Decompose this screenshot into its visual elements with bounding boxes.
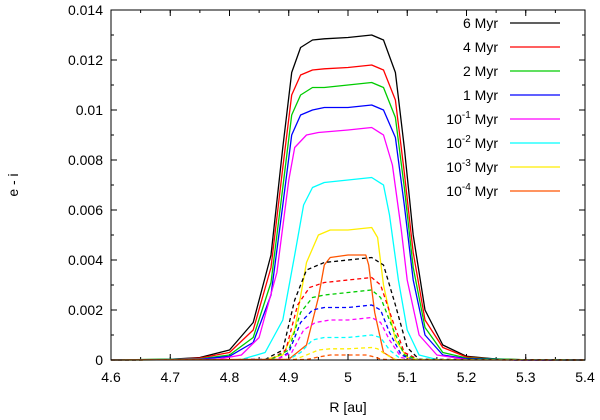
legend-label: 10-3 Myr <box>446 158 498 175</box>
x-tick-label: 5.4 <box>575 369 595 385</box>
series-line <box>110 226 586 361</box>
y-tick-label: 0.014 <box>68 2 103 18</box>
legend-label: 6 Myr <box>463 15 498 31</box>
x-axis-title: R [au] <box>329 399 366 415</box>
series-line <box>110 81 586 361</box>
y-tick-label: 0.012 <box>68 52 103 68</box>
series-line <box>110 176 586 361</box>
x-tick-label: 4.7 <box>161 369 181 385</box>
series-line <box>110 289 586 361</box>
legend-label: 2 Myr <box>463 63 498 79</box>
y-tick-label: 0.004 <box>68 252 103 268</box>
y-axis-title: e - i <box>5 173 21 196</box>
series-line <box>110 64 586 361</box>
tick-labels: 4.6 4.7 4.8 4.9 5 5.1 5.2 5.3 5.4 0 0.002 0.004 0.00… <box>68 2 595 385</box>
x-tick-label: 4.9 <box>279 369 299 385</box>
plot-frame <box>110 9 586 361</box>
legend-label: 10-2 Myr <box>446 134 498 151</box>
x-tick-label: 5 <box>344 369 352 385</box>
legend-label: 4 Myr <box>463 39 498 55</box>
series-line <box>110 354 586 361</box>
x-tick-label: 5.2 <box>457 369 477 385</box>
y-tick-label: 0.008 <box>68 152 103 168</box>
series-line <box>110 316 586 361</box>
legend-label: 10-4 Myr <box>446 182 498 199</box>
series-line <box>110 346 586 361</box>
series-line <box>110 256 586 361</box>
y-tick-label: 0.002 <box>68 302 103 318</box>
series-line <box>110 276 586 361</box>
legend-label: 10-1 Myr <box>446 110 498 127</box>
series-line <box>110 104 585 361</box>
legend-label: 1 Myr <box>463 87 498 103</box>
series-line <box>110 254 586 361</box>
series-line <box>110 34 586 361</box>
y-tick-label: 0.006 <box>68 202 103 218</box>
y-tick-label: 0.01 <box>76 102 103 118</box>
x-tick-label: 5.1 <box>398 369 418 385</box>
legend: 6 Myr 4 Myr 2 Myr 1 Myr 10-1 Myr 10-2 Myr 10-3… <box>446 15 560 199</box>
x-tick-label: 5.3 <box>516 369 536 385</box>
series-lines <box>110 34 586 361</box>
x-tick-label: 4.8 <box>220 369 240 385</box>
axis-ticks <box>110 9 586 361</box>
series-line <box>110 304 586 361</box>
y-tick-label: 0 <box>95 352 103 368</box>
x-tick-label: 4.6 <box>101 369 121 385</box>
series-line <box>110 126 586 361</box>
